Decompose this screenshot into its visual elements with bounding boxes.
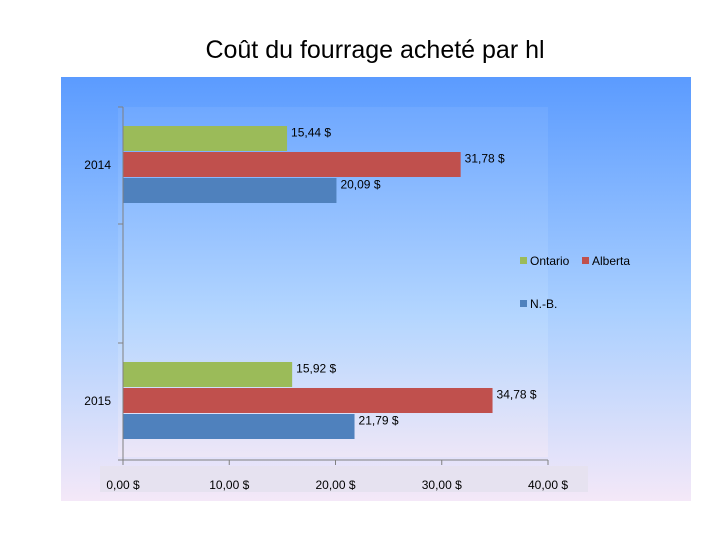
legend-swatch — [520, 300, 527, 307]
category-label: 2015 — [84, 394, 111, 408]
axis-label-band — [100, 466, 588, 492]
data-label: 15,92 $ — [296, 362, 336, 376]
category-label: 2014 — [84, 158, 111, 172]
bar-alberta-2014 — [123, 152, 461, 177]
data-label: 31,78 $ — [465, 152, 505, 166]
bar-n-b--2015 — [123, 414, 355, 439]
x-tick-label: 20,00 $ — [315, 478, 355, 492]
bar-ontario-2014 — [123, 126, 288, 151]
x-tick-label: 10,00 $ — [209, 478, 249, 492]
bar-n-b--2014 — [123, 178, 337, 203]
data-label: 20,09 $ — [340, 178, 380, 192]
data-label: 15,44 $ — [291, 126, 331, 140]
legend-label: Alberta — [592, 254, 630, 268]
data-label: 21,79 $ — [359, 414, 399, 428]
legend-swatch — [520, 257, 527, 264]
bar-ontario-2015 — [123, 362, 293, 387]
x-tick-label: 0,00 $ — [106, 478, 140, 492]
legend-label: N.-B. — [530, 297, 557, 311]
legend-swatch — [582, 257, 589, 264]
legend-label: Ontario — [530, 254, 570, 268]
x-tick-label: 40,00 $ — [528, 478, 568, 492]
x-tick-label: 30,00 $ — [422, 478, 462, 492]
chart-title: Coût du fourrage acheté par hl — [205, 36, 545, 64]
data-label: 34,78 $ — [497, 388, 537, 402]
bar-alberta-2015 — [123, 388, 493, 413]
